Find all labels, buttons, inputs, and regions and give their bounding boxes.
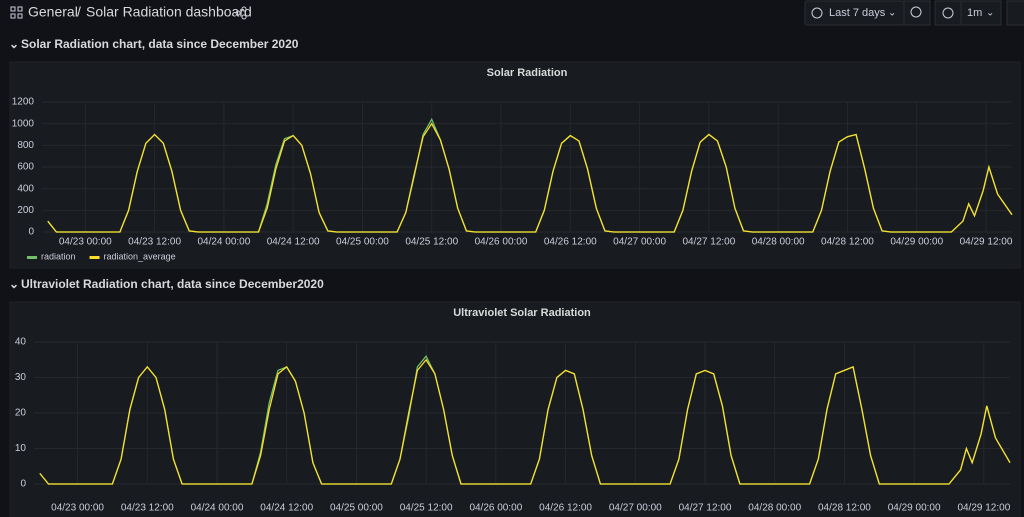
series-line [39, 358, 1011, 485]
x-tick-label: 04/23 00:00 [59, 237, 112, 248]
legend-swatch [89, 256, 100, 259]
time-range[interactable]: Last 7 days [829, 7, 886, 19]
x-tick-label: 04/26 12:00 [539, 503, 592, 514]
x-tick-label: 04/28 12:00 [821, 237, 874, 248]
y-tick-label: 20 [15, 408, 27, 419]
clock-icon [811, 7, 823, 19]
grid-icon[interactable] [10, 6, 23, 19]
refresh-value: 1m [967, 7, 982, 19]
x-tick-label: 04/27 00:00 [613, 237, 666, 248]
panel [9, 61, 1021, 269]
x-tick-label: 04/24 00:00 [197, 237, 250, 248]
refresh-icon [942, 7, 954, 19]
legend-label: radiation_average [104, 251, 176, 261]
x-tick-label: 04/29 12:00 [957, 503, 1010, 514]
y-tick-label: 30 [15, 372, 27, 383]
x-tick-label: 04/26 00:00 [475, 237, 528, 248]
row-caret: ⌄ [9, 37, 19, 51]
folder[interactable]: General [28, 4, 78, 20]
x-tick-label: 04/23 12:00 [121, 503, 174, 514]
panel-title: Ultraviolet Solar Radiation [453, 307, 591, 319]
x-tick-label: 04/27 00:00 [609, 503, 662, 514]
caret: ⌄ [986, 8, 994, 19]
x-tick-label: 04/29 00:00 [888, 503, 941, 514]
y-tick-label: 10 [15, 443, 27, 454]
zoom-icon [910, 6, 922, 18]
y-tick-label: 1200 [12, 97, 35, 108]
x-tick-label: 04/27 12:00 [679, 503, 732, 514]
refresh[interactable] [934, 0, 962, 26]
y-tick-label: 600 [17, 162, 34, 173]
panel-title: Solar Radiation [487, 67, 568, 79]
y-tick-label: 800 [17, 140, 34, 151]
row-title[interactable]: Solar Radiation chart, data since Decemb… [21, 37, 299, 51]
row-caret: ⌄ [9, 277, 19, 291]
tv-mode[interactable] [1006, 0, 1024, 26]
share-icon[interactable] [235, 6, 247, 20]
x-tick-label: 04/23 00:00 [51, 503, 104, 514]
legend-label: radiation [41, 251, 76, 261]
x-tick-label: 04/28 12:00 [818, 503, 871, 514]
y-tick-label: 1000 [12, 118, 35, 129]
x-tick-label: 04/25 00:00 [330, 503, 383, 514]
x-tick-label: 04/25 12:00 [400, 503, 453, 514]
row-title[interactable]: Ultraviolet Radiation chart, data since … [21, 277, 324, 291]
x-tick-label: 04/29 00:00 [890, 237, 943, 248]
panel [9, 301, 1021, 517]
x-tick-label: 04/25 00:00 [336, 237, 389, 248]
x-tick-label: 04/25 12:00 [405, 237, 458, 248]
legend-swatch [27, 256, 37, 259]
x-tick-label: 04/24 12:00 [260, 503, 313, 514]
slash: / [77, 4, 81, 20]
x-tick-label: 04/23 12:00 [128, 237, 181, 248]
x-tick-label: 04/26 00:00 [469, 503, 522, 514]
x-tick-label: 04/29 12:00 [960, 237, 1013, 248]
x-tick-label: 04/26 12:00 [544, 237, 597, 248]
dashboard-title[interactable]: Solar Radiation dashboard [86, 4, 252, 20]
y-tick-label: 200 [17, 205, 34, 216]
x-tick-label: 04/27 12:00 [682, 237, 735, 248]
y-tick-label: 40 [15, 337, 27, 348]
caret: ⌄ [888, 8, 896, 19]
x-tick-label: 04/28 00:00 [752, 237, 805, 248]
y-tick-label: 0 [20, 479, 26, 490]
x-tick-label: 04/28 00:00 [748, 503, 801, 514]
y-tick-label: 400 [17, 183, 34, 194]
refresh-interval[interactable] [960, 0, 1002, 26]
zoom-out[interactable] [903, 0, 931, 26]
y-tick-label: 0 [28, 227, 34, 238]
series-line [47, 122, 1013, 233]
x-tick-label: 04/24 00:00 [191, 503, 244, 514]
x-tick-label: 04/24 12:00 [267, 237, 320, 248]
